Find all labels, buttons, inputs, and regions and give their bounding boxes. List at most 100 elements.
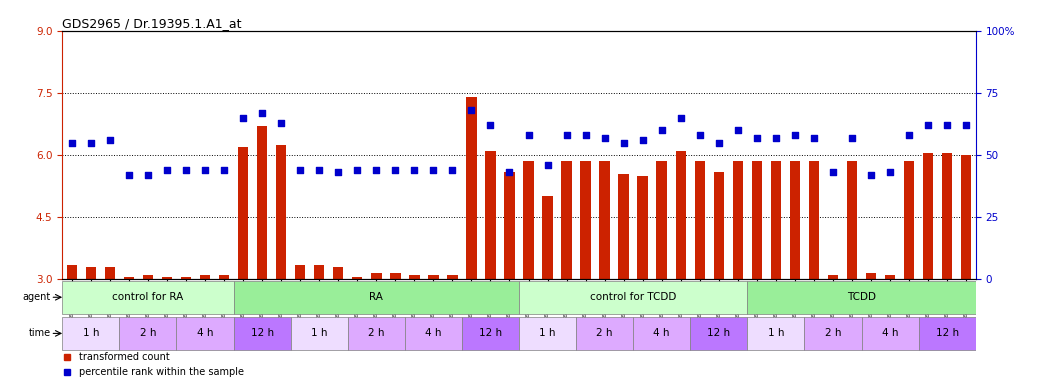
Bar <box>542 196 553 279</box>
Bar <box>690 317 747 350</box>
Point <box>349 167 365 173</box>
Bar <box>276 145 286 279</box>
Bar <box>238 147 248 279</box>
Text: RA: RA <box>370 292 383 302</box>
Point <box>616 139 632 146</box>
Text: 1 h: 1 h <box>311 328 327 338</box>
Text: percentile rank within the sample: percentile rank within the sample <box>79 367 244 377</box>
Point <box>673 114 689 121</box>
Bar <box>405 317 462 350</box>
Bar <box>256 126 268 279</box>
Bar <box>105 267 115 279</box>
Text: 4 h: 4 h <box>654 328 670 338</box>
Bar <box>580 161 591 279</box>
Bar <box>142 275 154 279</box>
Point <box>444 167 461 173</box>
Point <box>901 132 918 138</box>
Text: 1 h: 1 h <box>83 328 99 338</box>
Point <box>938 122 955 128</box>
Text: 12 h: 12 h <box>479 328 502 338</box>
Point <box>881 169 898 175</box>
Bar <box>847 161 857 279</box>
Bar <box>733 161 743 279</box>
Bar <box>428 275 439 279</box>
Bar <box>919 317 976 350</box>
Point <box>273 119 290 126</box>
Point <box>501 169 518 175</box>
Bar <box>447 275 458 279</box>
Point <box>805 134 822 141</box>
Text: 4 h: 4 h <box>426 328 441 338</box>
Bar <box>519 317 576 350</box>
Point <box>177 167 194 173</box>
Bar <box>656 161 667 279</box>
Point <box>577 132 594 138</box>
Bar <box>790 161 800 279</box>
Bar <box>923 153 933 279</box>
Point <box>540 162 556 168</box>
Bar <box>462 317 519 350</box>
Text: agent: agent <box>22 292 51 302</box>
Bar <box>747 281 976 313</box>
Point <box>406 167 422 173</box>
Text: control for RA: control for RA <box>112 292 184 302</box>
Bar <box>291 317 348 350</box>
Bar <box>66 265 77 279</box>
Bar <box>333 267 344 279</box>
Bar <box>504 172 515 279</box>
Bar <box>234 281 519 313</box>
Point <box>425 167 441 173</box>
Text: transformed count: transformed count <box>79 352 169 362</box>
Text: 1 h: 1 h <box>768 328 784 338</box>
Bar <box>809 161 819 279</box>
Bar <box>85 267 97 279</box>
Bar <box>961 155 972 279</box>
Point <box>463 107 480 113</box>
Point <box>102 137 118 143</box>
Point <box>920 122 936 128</box>
Bar <box>162 277 172 279</box>
Bar <box>352 277 362 279</box>
Text: time: time <box>28 328 51 338</box>
Text: 2 h: 2 h <box>368 328 384 338</box>
Bar <box>770 161 782 279</box>
Bar <box>485 151 496 279</box>
Text: TCDD: TCDD <box>847 292 876 302</box>
Text: GDS2965 / Dr.19395.1.A1_at: GDS2965 / Dr.19395.1.A1_at <box>62 17 242 30</box>
Bar <box>219 275 229 279</box>
Bar <box>62 317 119 350</box>
Bar <box>390 273 401 279</box>
Bar <box>348 317 405 350</box>
Point <box>139 172 156 178</box>
Bar <box>181 277 191 279</box>
Point <box>120 172 137 178</box>
Bar <box>234 317 291 350</box>
Point <box>367 167 384 173</box>
Bar <box>633 317 690 350</box>
Bar <box>747 317 804 350</box>
Bar <box>409 275 419 279</box>
Point <box>634 137 651 143</box>
Text: 2 h: 2 h <box>597 328 612 338</box>
Point <box>63 139 80 146</box>
Bar <box>752 161 762 279</box>
Bar <box>313 265 325 279</box>
Point <box>654 127 671 133</box>
Point <box>691 132 708 138</box>
Bar <box>295 265 305 279</box>
Bar <box>676 151 686 279</box>
Text: 12 h: 12 h <box>707 328 731 338</box>
Bar <box>562 161 572 279</box>
Point <box>387 167 404 173</box>
Bar <box>599 161 610 279</box>
Point <box>767 134 784 141</box>
Bar <box>523 161 534 279</box>
Point <box>844 134 861 141</box>
Point <box>292 167 308 173</box>
Point <box>824 169 841 175</box>
Point <box>748 134 765 141</box>
Bar <box>371 273 382 279</box>
Bar <box>866 273 876 279</box>
Bar <box>119 317 176 350</box>
Text: 2 h: 2 h <box>825 328 841 338</box>
